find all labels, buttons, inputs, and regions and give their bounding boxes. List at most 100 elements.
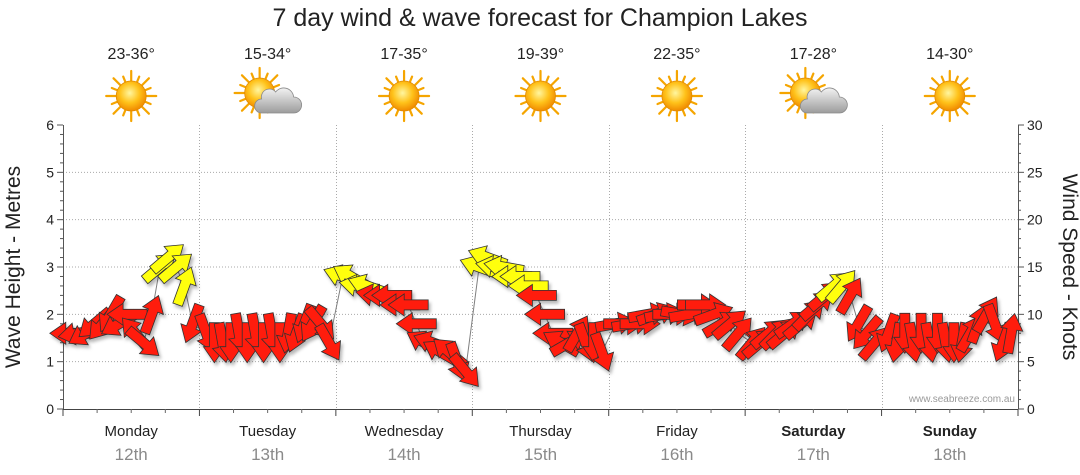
day-name-label: Wednesday xyxy=(365,423,444,440)
sun-ray xyxy=(545,108,550,117)
right-tick-label: 25 xyxy=(1027,164,1043,180)
sun-icon xyxy=(650,69,704,123)
sun-ray xyxy=(962,100,971,106)
sun-ray xyxy=(239,97,247,103)
sun-icon xyxy=(514,69,567,123)
sun-icon xyxy=(923,69,976,123)
sun-ray xyxy=(519,86,528,92)
wind-arrow xyxy=(824,270,856,305)
sun-icon xyxy=(377,69,431,123)
day-date-label: 17th xyxy=(797,445,830,464)
sun-ray xyxy=(818,83,826,89)
day-name-label: Tuesday xyxy=(239,423,296,440)
left-tick-label: 1 xyxy=(46,354,54,370)
sun-ray xyxy=(784,83,793,89)
day-name-label: Sunday xyxy=(923,423,978,440)
sun-ray xyxy=(519,100,528,106)
sun-ray xyxy=(786,74,796,84)
left-tick-label: 3 xyxy=(46,259,54,275)
sun-ray xyxy=(269,74,279,84)
left-tick-label: 5 xyxy=(46,164,54,180)
sun-ray xyxy=(784,97,793,103)
wind-arrow xyxy=(835,277,863,316)
right-tick-label: 15 xyxy=(1027,259,1043,275)
sun-ray xyxy=(110,100,119,106)
day-date-label: 12th xyxy=(115,445,148,464)
day-name-label: Monday xyxy=(105,423,159,440)
sun-disc xyxy=(388,80,420,112)
sun-ray xyxy=(408,108,414,117)
sun-ray xyxy=(135,108,141,117)
sun-ray xyxy=(143,100,152,106)
wind-arrow xyxy=(387,293,429,317)
sun-ray xyxy=(667,75,673,84)
sun-ray xyxy=(686,105,696,115)
sun-ray xyxy=(814,74,825,84)
wind-arrow xyxy=(853,314,884,350)
wind-arrow xyxy=(846,303,874,342)
sun-cloud-icon xyxy=(779,66,848,120)
sun-ray xyxy=(931,77,941,87)
sun-ray xyxy=(112,105,122,115)
sun-ray xyxy=(521,105,531,115)
sun-disc xyxy=(934,80,966,112)
sun-ray xyxy=(656,100,665,106)
sun-ray xyxy=(140,77,150,87)
sun-ray xyxy=(143,86,152,92)
sun-ray xyxy=(413,105,423,115)
sun-ray xyxy=(122,75,127,84)
sun-ray xyxy=(385,105,395,115)
sun-ray xyxy=(135,75,141,84)
sun-ray xyxy=(954,75,959,84)
chart-title: 7 day wind & wave forecast for Champion … xyxy=(272,4,808,32)
left-tick-label: 2 xyxy=(46,306,54,322)
sun-ray xyxy=(272,83,281,89)
left-axis-title: Wave Height - Metres xyxy=(2,166,25,368)
left-tick-label: 4 xyxy=(46,212,54,228)
wind-arrow xyxy=(395,312,437,336)
day-temperature-range: 22-35° xyxy=(653,46,700,63)
sun-ray xyxy=(383,100,392,106)
wind-arrow xyxy=(982,302,1008,344)
sun-disc xyxy=(661,80,693,112)
day-date-label: 18th xyxy=(933,445,966,464)
sun-ray xyxy=(796,105,801,114)
sun-ray xyxy=(122,108,127,117)
sun-ray xyxy=(112,77,122,87)
sun-ray xyxy=(413,77,423,87)
wind-arrow xyxy=(448,352,479,387)
sun-ray xyxy=(416,100,425,106)
wind-arrow xyxy=(139,294,164,336)
day-temperature-range: 19-39° xyxy=(517,46,564,63)
wind-arrow xyxy=(314,322,341,361)
wind-arrow xyxy=(149,244,184,275)
sun-ray xyxy=(250,72,256,81)
sun-ray xyxy=(531,75,536,84)
day-date-label: 13th xyxy=(251,445,284,464)
day-date-label: 14th xyxy=(388,445,421,464)
day-name-label: Saturday xyxy=(781,423,846,440)
wind-arrow xyxy=(721,317,752,353)
sun-ray xyxy=(656,86,665,92)
sun-icon xyxy=(105,69,158,123)
cloud-shape xyxy=(254,87,302,114)
sun-ray xyxy=(408,75,414,84)
right-tick-label: 0 xyxy=(1027,401,1035,417)
sun-ray xyxy=(689,100,698,106)
sun-ray xyxy=(940,108,946,117)
sun-ray xyxy=(929,100,938,106)
right-tick-label: 10 xyxy=(1027,306,1043,322)
sun-ray xyxy=(962,86,971,92)
day-temperature-range: 14-30° xyxy=(926,46,973,63)
day-temperature-range: 17-35° xyxy=(380,46,427,63)
sun-ray xyxy=(954,108,959,117)
sun-ray xyxy=(686,77,696,87)
sun-ray xyxy=(240,102,251,112)
sun-cloud-icon xyxy=(233,66,302,120)
wind-arrow xyxy=(157,253,193,285)
sun-disc xyxy=(525,80,556,112)
sun-ray xyxy=(264,72,269,81)
wind-arrow xyxy=(523,302,565,327)
sun-ray xyxy=(531,108,536,117)
